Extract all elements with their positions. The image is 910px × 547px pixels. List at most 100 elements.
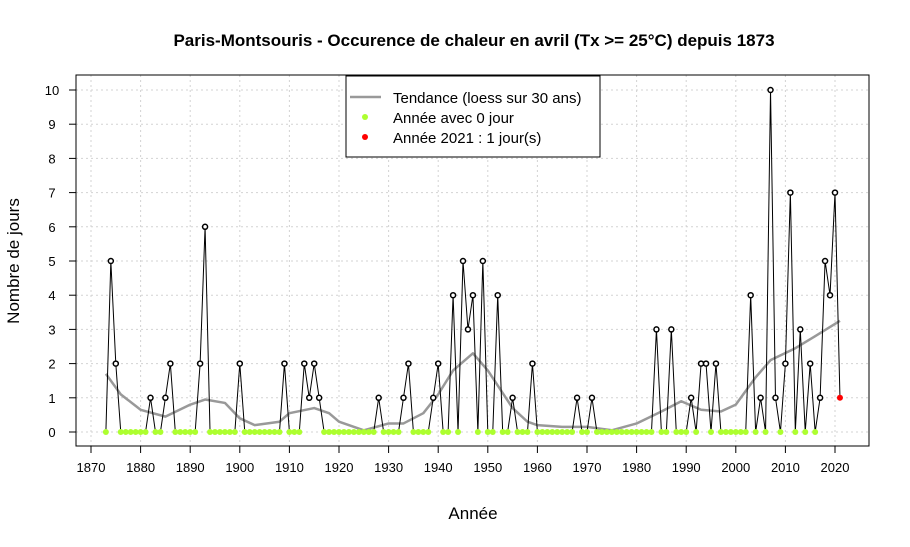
zero-point xyxy=(633,429,640,435)
x-tick-label: 1910 xyxy=(275,460,304,475)
zero-point xyxy=(812,429,819,435)
data-point xyxy=(281,360,288,367)
zero-point xyxy=(127,429,134,435)
zero-point xyxy=(484,429,491,435)
zero-point xyxy=(792,429,799,435)
zero-point xyxy=(554,429,561,435)
zero-point xyxy=(360,429,367,435)
zero-point xyxy=(504,429,511,435)
data-point xyxy=(449,291,457,299)
data-point xyxy=(757,394,764,402)
zero-point xyxy=(737,429,744,435)
zero-point xyxy=(261,429,268,435)
x-tick-label: 1880 xyxy=(126,460,155,475)
zero-point xyxy=(618,429,625,435)
legend-box xyxy=(345,75,601,158)
zero-point xyxy=(569,429,576,435)
zero-point xyxy=(231,429,238,435)
zero-point xyxy=(276,429,283,435)
data-point xyxy=(167,360,174,367)
x-axis-label: Année xyxy=(448,504,497,523)
y-tick-label: 9 xyxy=(48,117,55,132)
zero-point xyxy=(648,429,655,435)
zero-point xyxy=(474,429,481,435)
zero-point xyxy=(192,429,199,435)
data-point xyxy=(469,291,477,299)
zero-point xyxy=(777,429,784,435)
zero-point xyxy=(549,429,556,435)
legend-trend-label: Tendance (loess sur 30 ans) xyxy=(393,90,581,107)
zero-point xyxy=(564,429,571,435)
zero-point xyxy=(425,429,432,435)
zero-point xyxy=(683,429,690,435)
data-point xyxy=(434,360,442,367)
x-tick-label: 2020 xyxy=(821,460,850,475)
zero-point xyxy=(499,429,506,435)
zero-point xyxy=(216,429,223,435)
zero-point xyxy=(658,429,665,435)
zero-point xyxy=(623,429,630,435)
zero-point xyxy=(445,429,452,435)
data-point xyxy=(529,360,536,367)
zero-point xyxy=(212,429,218,435)
legend-highlight-swatch xyxy=(362,134,368,140)
x-tick-label: 1940 xyxy=(424,460,453,475)
x-tick-label: 1920 xyxy=(325,460,354,475)
zero-point xyxy=(717,429,724,435)
zero-point xyxy=(345,429,352,435)
zero-point xyxy=(157,429,164,435)
zero-point xyxy=(340,429,347,435)
data-point xyxy=(112,360,120,367)
zero-point xyxy=(598,429,605,435)
zero-point xyxy=(559,429,566,435)
zero-point xyxy=(380,429,387,435)
data-point xyxy=(821,257,829,265)
zero-point xyxy=(187,429,194,435)
data-point xyxy=(772,394,779,402)
data-point xyxy=(787,189,794,196)
zero-point xyxy=(370,429,377,435)
zero-point xyxy=(608,429,615,435)
data-point xyxy=(687,394,695,402)
data-point xyxy=(310,360,318,367)
zero-point xyxy=(415,429,422,435)
trend-line xyxy=(104,319,841,432)
chart-title: Paris-Montsouris - Occurence de chaleur … xyxy=(173,31,774,50)
data-point xyxy=(464,326,472,333)
zero-point xyxy=(182,429,189,435)
data-point xyxy=(107,257,115,265)
zero-point xyxy=(603,429,610,435)
data-point xyxy=(747,291,754,299)
zero-point xyxy=(722,429,729,435)
zero-point xyxy=(321,429,328,435)
zero-point xyxy=(331,429,338,435)
data-point xyxy=(797,326,804,333)
zero-point xyxy=(102,429,109,435)
data-point xyxy=(429,394,437,402)
zero-point xyxy=(251,429,258,435)
zero-point xyxy=(336,429,342,435)
zero-point xyxy=(708,429,714,435)
zero-point xyxy=(544,429,551,435)
data-point xyxy=(712,360,720,367)
zero-point xyxy=(296,429,303,435)
y-tick-label: 3 xyxy=(48,322,55,337)
x-tick-label: 1900 xyxy=(225,460,254,475)
zero-point xyxy=(385,429,392,435)
data-point xyxy=(831,189,839,196)
zero-point xyxy=(395,429,402,435)
y-tick-label: 5 xyxy=(48,254,55,269)
zero-point xyxy=(584,429,590,435)
x-tick-label: 1980 xyxy=(622,460,651,475)
zero-point xyxy=(246,429,253,435)
y-tick-label: 0 xyxy=(48,425,55,440)
y-tick-label: 8 xyxy=(48,151,55,166)
zero-point xyxy=(455,429,462,435)
data-point xyxy=(668,326,675,333)
zero-point xyxy=(177,429,184,435)
zero-point xyxy=(802,429,809,435)
y-tick-label: 2 xyxy=(48,357,55,372)
zero-point xyxy=(539,429,546,435)
legend: Tendance (loess sur 30 ans) Année avec 0… xyxy=(345,75,601,158)
